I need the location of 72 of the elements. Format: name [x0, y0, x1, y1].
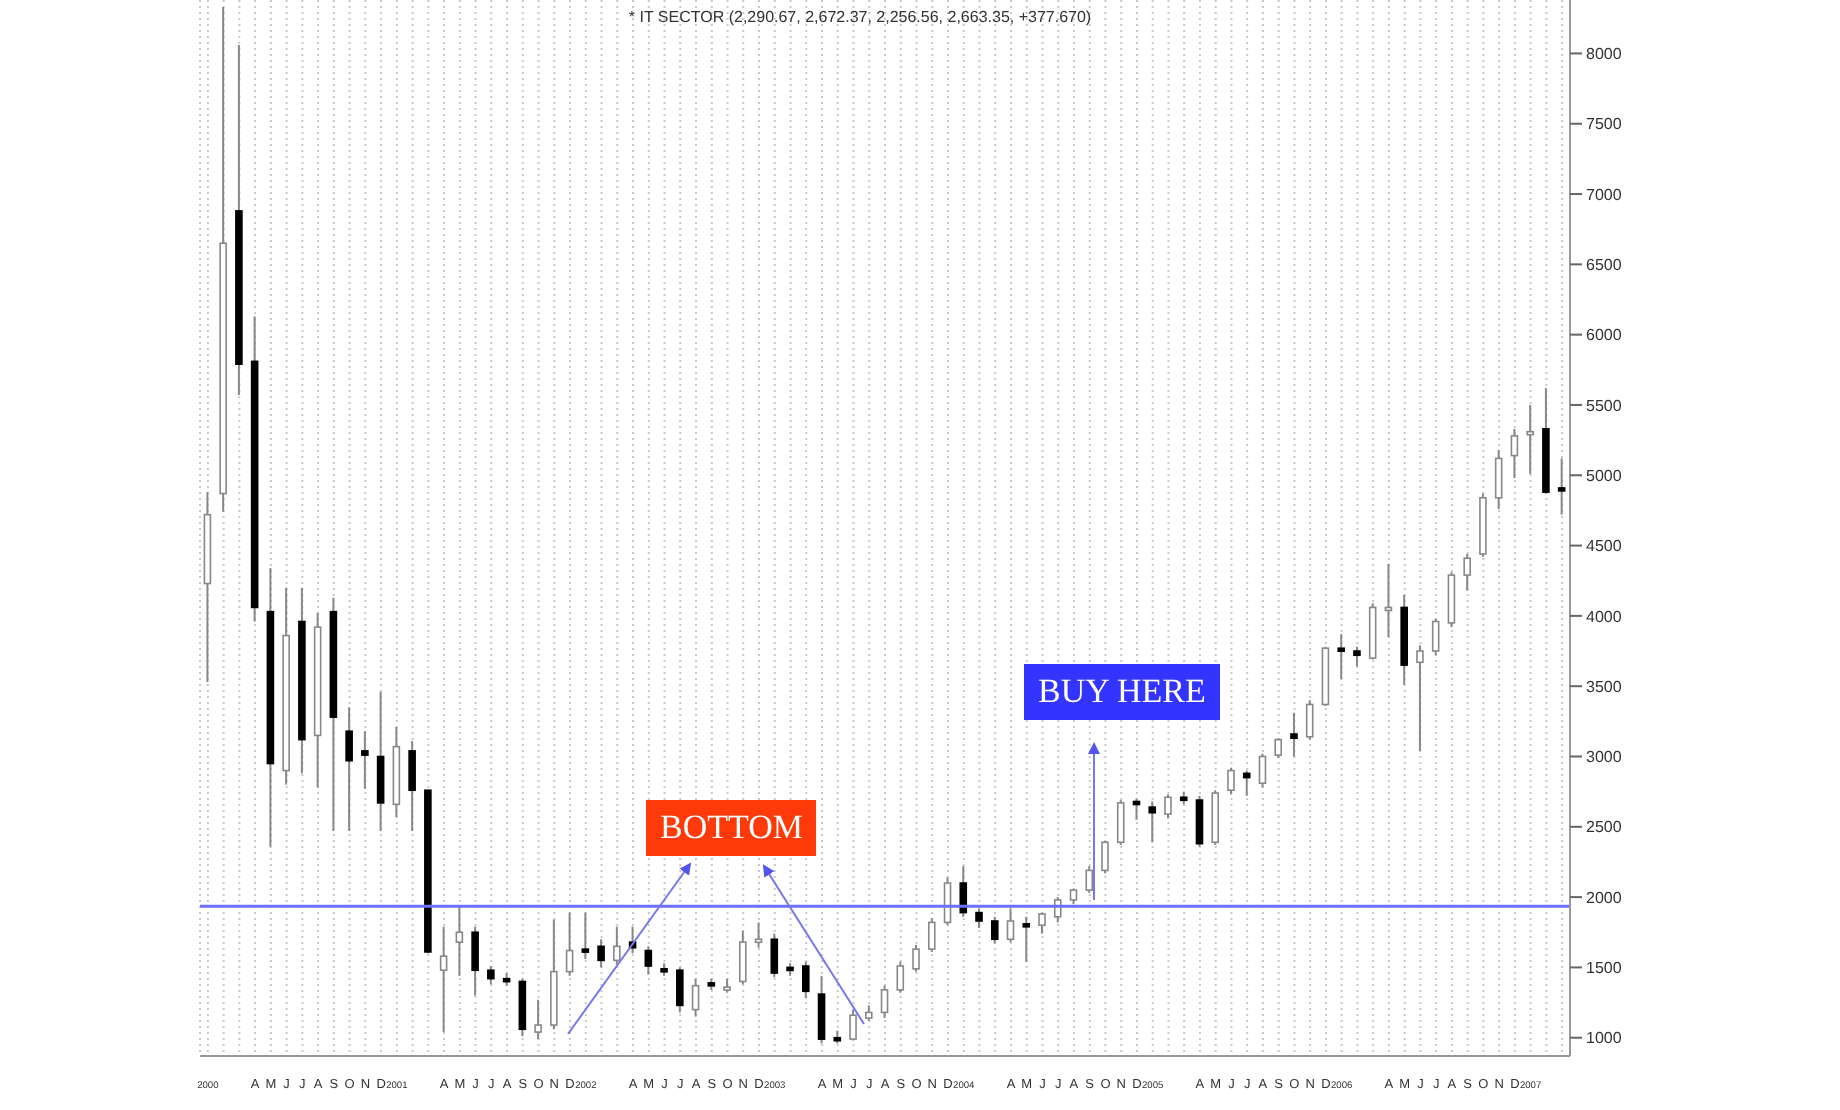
candlestick: [817, 974, 826, 1045]
candlestick: [1101, 839, 1109, 875]
candlestick: [1258, 752, 1267, 789]
candlestick: [1447, 571, 1456, 629]
y-tick-label: 2000: [1586, 888, 1623, 907]
candlestick: [1290, 711, 1298, 758]
y-tick-label: 5500: [1586, 396, 1623, 415]
candlestick: [691, 977, 700, 1018]
candlestick: [613, 925, 621, 966]
y-tick-label: 2500: [1586, 818, 1623, 837]
candlestick: [1337, 633, 1345, 681]
candlestick: [927, 917, 936, 953]
candlestick: [754, 921, 763, 949]
candlestick: [534, 998, 542, 1041]
candlestick: [455, 904, 464, 977]
candlestick: [644, 945, 653, 976]
candlestick: [518, 977, 527, 1038]
y-tick-label: 5000: [1586, 466, 1623, 485]
y-tick-label: 1000: [1586, 1029, 1623, 1048]
candlestick: [1274, 737, 1283, 759]
candlestick: [1085, 865, 1094, 894]
candlestick: [849, 1008, 857, 1042]
candlestick: [361, 730, 369, 790]
y-tick-label: 6000: [1586, 326, 1623, 345]
y-tick-label: 3500: [1586, 677, 1623, 696]
candlestick: [880, 984, 889, 1020]
candlestick: [408, 740, 416, 833]
candlestick: [802, 960, 810, 1000]
y-tick-label: 7000: [1586, 185, 1623, 204]
candlestick: [1494, 448, 1503, 511]
candlestick: [471, 925, 479, 997]
candlestick: [1227, 766, 1235, 796]
candlestick: [487, 965, 495, 986]
candlestick: [1510, 427, 1519, 480]
candlestick: [676, 966, 684, 1014]
candlestick: [739, 929, 747, 986]
candlestick: [1148, 800, 1157, 844]
candlestick: [1557, 457, 1566, 516]
y-tick-label: 6500: [1586, 256, 1623, 275]
annotation: BUY HERE: [1024, 664, 1220, 720]
candlestick: [912, 943, 920, 973]
candlestick: [1242, 769, 1251, 797]
y-tick-label: 1500: [1586, 959, 1623, 978]
candlestick: [597, 938, 605, 969]
candlestick: [1116, 799, 1125, 847]
y-tick-label: 7500: [1586, 115, 1623, 134]
candlestick: [581, 911, 590, 960]
candlestick: [959, 865, 968, 918]
annotation: BOTTOM: [646, 800, 817, 856]
candlestick: [896, 960, 905, 994]
candlestick: [975, 907, 983, 930]
candlestick: [1431, 617, 1440, 657]
y-tick-label: 3000: [1586, 748, 1623, 767]
candlestick: [439, 925, 448, 1034]
candlestick: [990, 915, 999, 945]
candlestick: [1353, 645, 1361, 668]
candlestick: [376, 690, 385, 833]
candlestick: [770, 932, 779, 979]
candlestick: [1195, 794, 1204, 848]
candlestick: [1526, 403, 1534, 475]
candlestick: [1416, 644, 1424, 752]
candlestick: [1463, 553, 1471, 592]
candlestick: [345, 706, 353, 833]
candlestick: [565, 911, 574, 977]
candlestick: [1022, 915, 1031, 963]
y-tick-label: 4000: [1586, 607, 1623, 626]
y-tick-label: 8000: [1586, 45, 1623, 64]
y-tick-label: 4500: [1586, 537, 1623, 556]
candlestick: [1006, 907, 1015, 944]
text: * IT SECTOR (2,290.67, 2,672.37, 2,256.56, 2,663.35, +377.670): [626, 8, 1094, 26]
candlestick: [1305, 699, 1314, 741]
candlestick: [1164, 793, 1172, 820]
